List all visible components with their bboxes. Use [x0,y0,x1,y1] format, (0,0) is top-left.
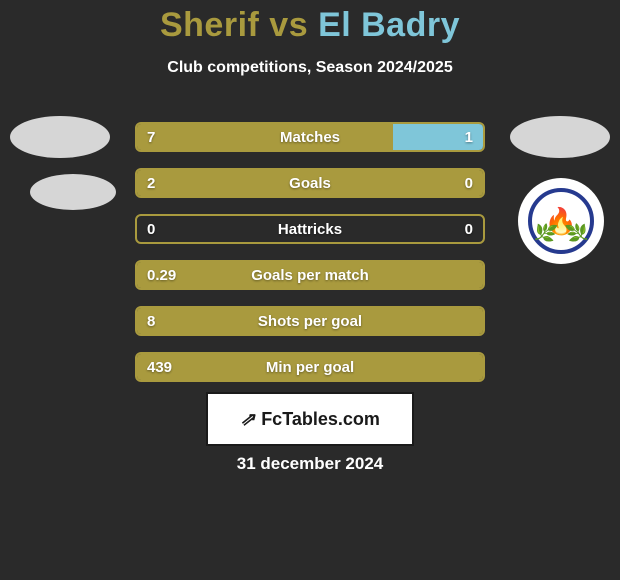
stat-value-left: 0.29 [147,262,176,288]
chart-icon: ⇗ [240,409,255,430]
stat-row: Min per goal439 [135,352,485,382]
footer-date: 31 december 2024 [0,454,620,474]
stat-value-right: 0 [465,216,473,242]
player-left-avatar-1 [10,116,110,158]
vs-separator: vs [259,6,318,44]
site-name: FcTables.com [261,409,380,430]
subtitle: Club competitions, Season 2024/2025 [0,59,620,77]
stats-container: Matches71Goals20Hattricks00Goals per mat… [135,122,485,398]
club-badge-right: 🌿 🔥 🌿 [518,178,604,264]
stat-value-left: 439 [147,354,172,380]
stat-row: Shots per goal8 [135,306,485,336]
stat-value-left: 8 [147,308,155,334]
stat-label: Goals [137,170,483,196]
stat-label: Min per goal [137,354,483,380]
site-badge: ⇗ FcTables.com [206,392,414,446]
player-right-avatar-1 [510,116,610,158]
stat-value-right: 1 [465,124,473,150]
club-badge-ring: 🌿 🔥 🌿 [528,188,594,254]
stat-label: Shots per goal [137,308,483,334]
stat-label: Hattricks [137,216,483,242]
stat-row: Hattricks0 0 [135,214,485,244]
stat-label: Goals per match [137,262,483,288]
stat-label: Matches [137,124,483,150]
stat-row: Matches7 1 [135,122,485,152]
stat-row: Goals per match0.29 [135,260,485,290]
stat-value-left: 0 [147,216,155,242]
stat-value-left: 2 [147,170,155,196]
comparison-title: Sherif vs El Badry [0,0,620,45]
wreath-left-icon: 🌿 [532,220,559,246]
wreath-right-icon: 🌿 [563,220,590,246]
player-left-name: Sherif [160,6,259,44]
stat-value-left: 7 [147,124,155,150]
player-left-avatar-2 [30,174,116,210]
player-right-name: El Badry [318,6,460,44]
stat-row: Goals2 0 [135,168,485,198]
stat-value-right: 0 [465,170,473,196]
